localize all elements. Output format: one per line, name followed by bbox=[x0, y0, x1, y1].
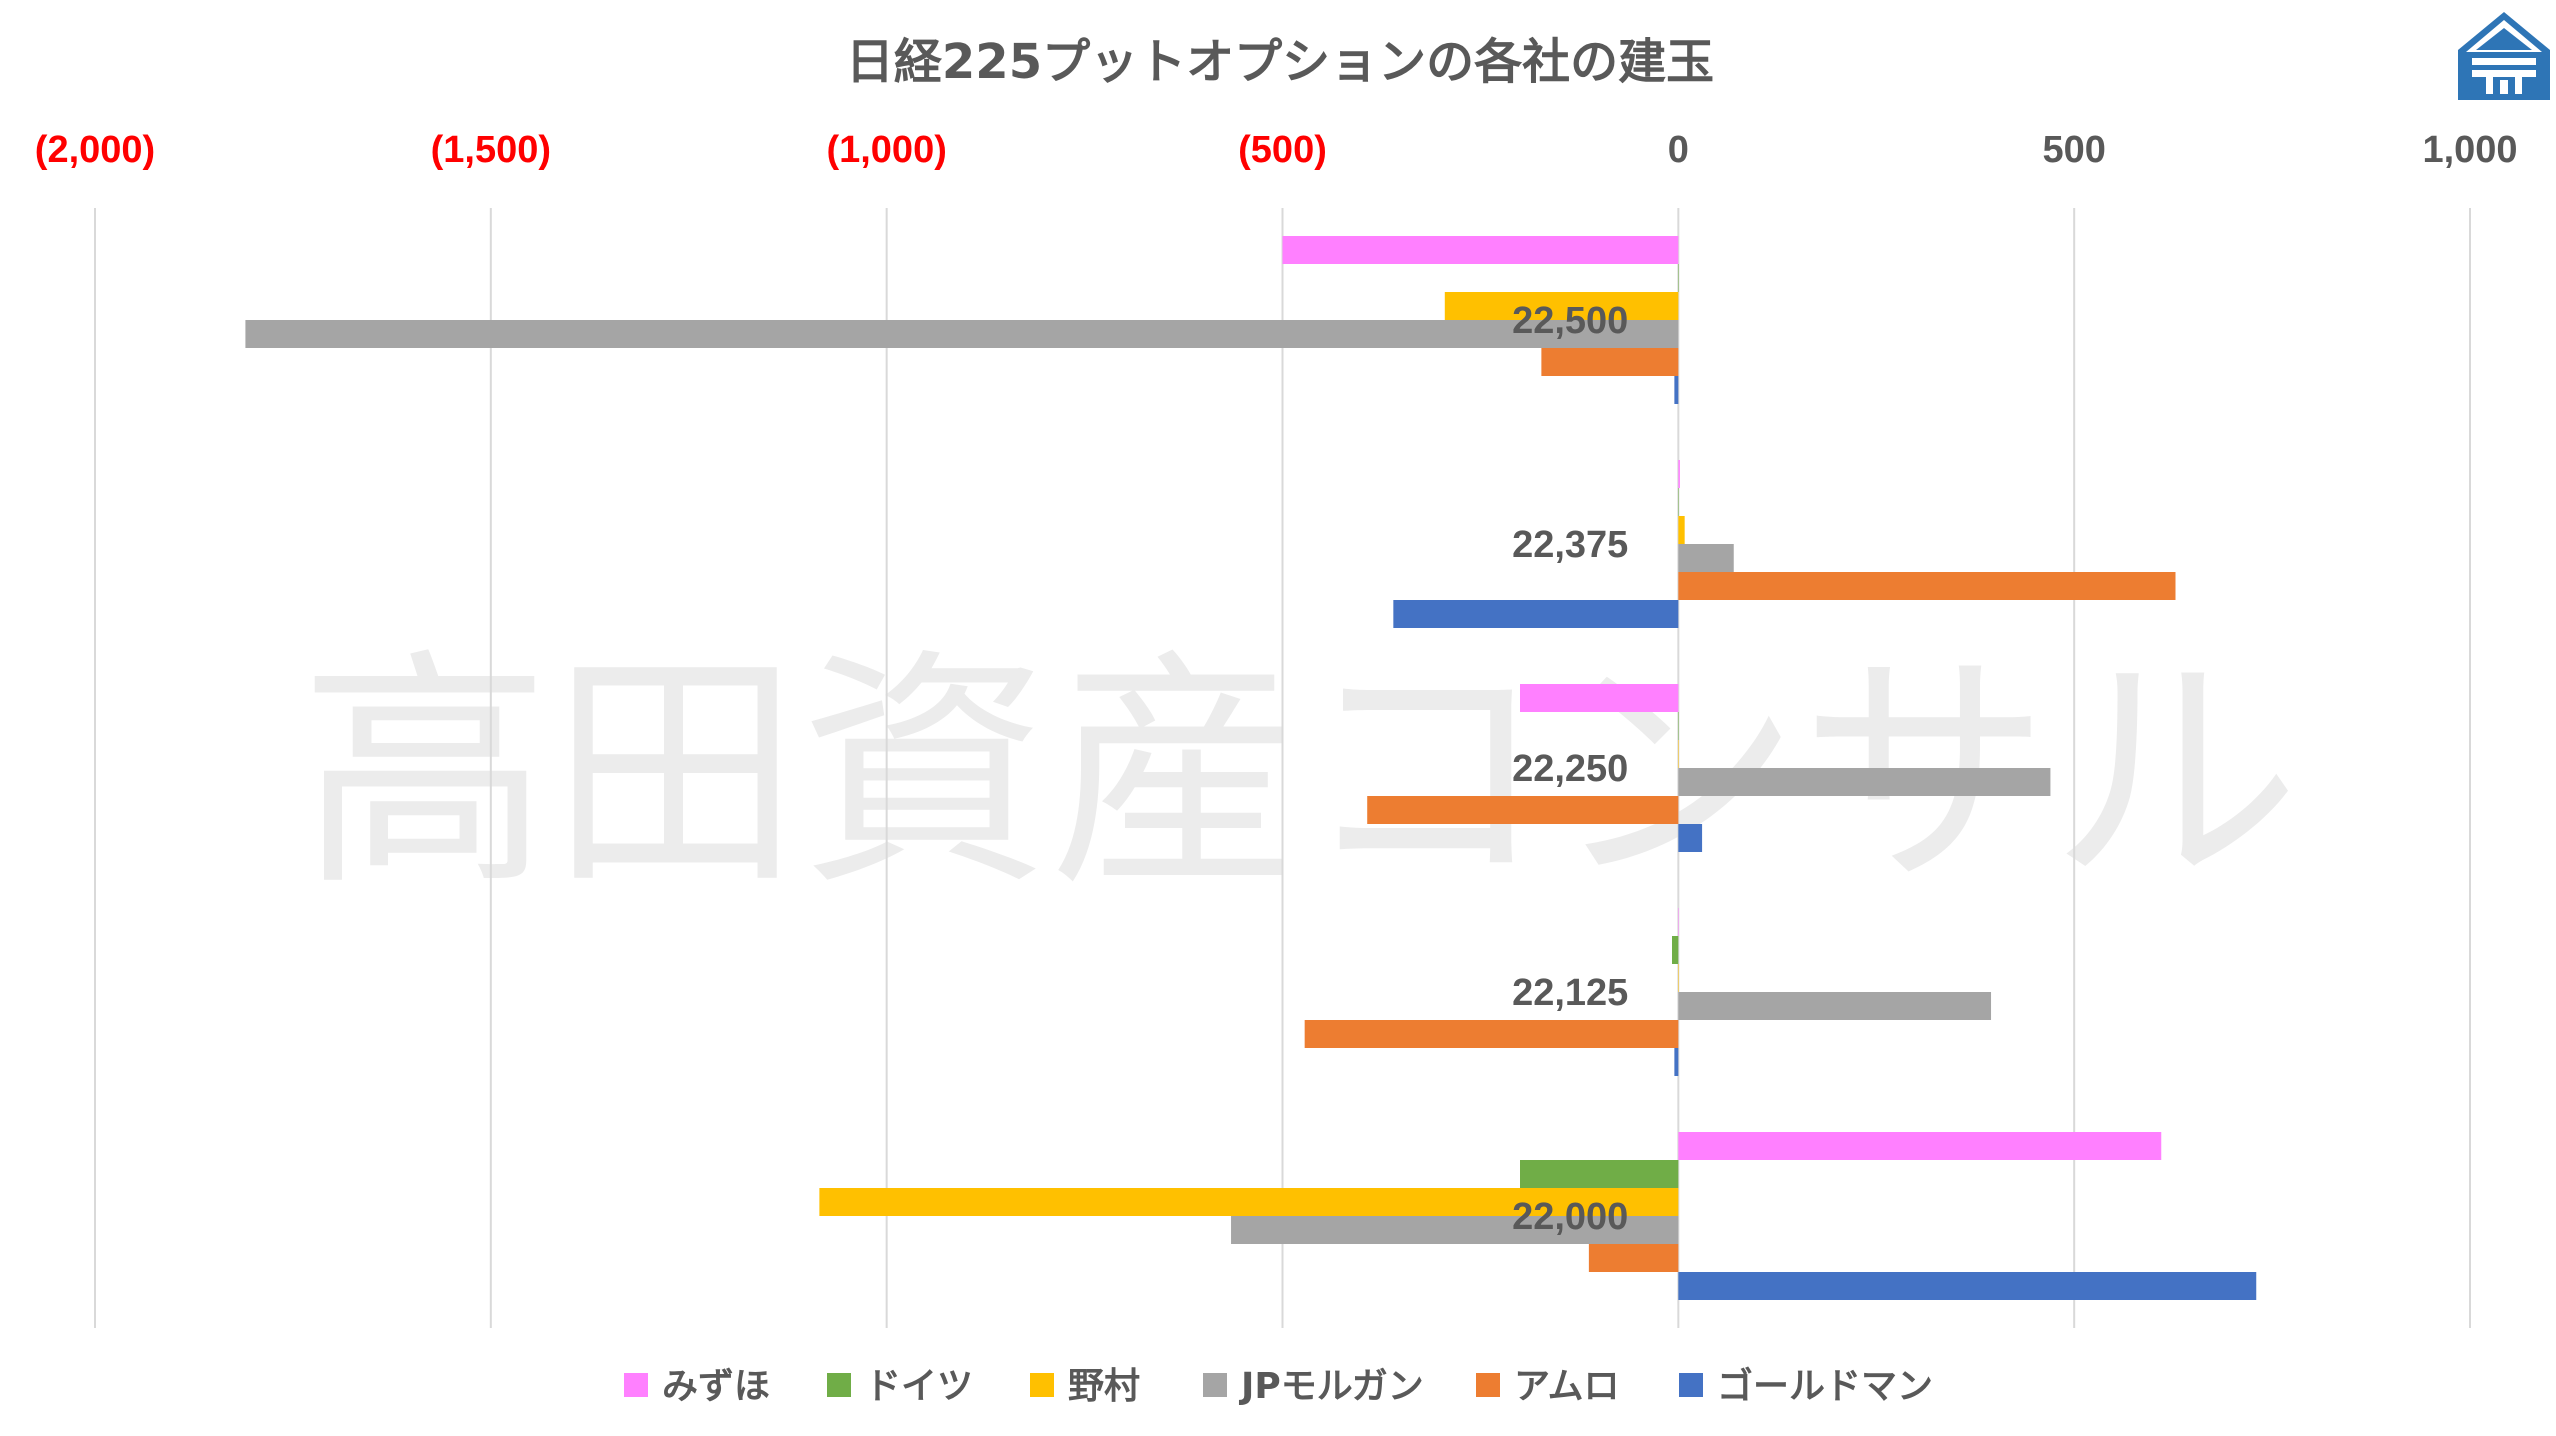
legend-label: ドイツ bbox=[865, 1366, 973, 1407]
bar bbox=[1231, 1216, 1679, 1244]
bar bbox=[1678, 768, 2051, 796]
legend-label: 野村 bbox=[1068, 1366, 1140, 1407]
x-tick-label: (2,000) bbox=[35, 129, 155, 171]
bar bbox=[1678, 572, 2176, 600]
legend: みずほ ドイツ 野村 JPモルガン アムロ ゴールドマン bbox=[624, 1365, 1933, 1407]
x-tick-label: (500) bbox=[1238, 129, 1327, 171]
bar bbox=[1588, 1244, 1679, 1272]
x-tick-label: 0 bbox=[1668, 129, 1689, 171]
category-label: 22,375 bbox=[1512, 524, 1628, 566]
x-tick-label: 500 bbox=[2042, 129, 2105, 171]
legend-label: みずほ bbox=[662, 1366, 770, 1407]
bar bbox=[245, 320, 1679, 348]
category-labels: 22,500 22,375 22,250 22,125 22,000 bbox=[1512, 300, 1628, 1238]
bar bbox=[1674, 1048, 1679, 1076]
category-label: 22,000 bbox=[1512, 1196, 1628, 1238]
bar bbox=[1678, 1132, 2162, 1160]
x-tick-label: (1,000) bbox=[826, 129, 946, 171]
house-logo-icon bbox=[2458, 12, 2550, 100]
bar bbox=[1678, 908, 1679, 936]
x-tick-label: 1,000 bbox=[2422, 129, 2517, 171]
legend-label: アムロ bbox=[1514, 1366, 1619, 1407]
bar bbox=[1304, 1020, 1679, 1048]
category-label: 22,500 bbox=[1512, 300, 1628, 342]
bar bbox=[1678, 964, 1679, 992]
bar bbox=[1520, 684, 1679, 712]
legend-label: ゴールドマン bbox=[1717, 1365, 1933, 1407]
bar bbox=[1678, 740, 1679, 768]
bar bbox=[1672, 936, 1679, 964]
bars bbox=[245, 236, 2257, 1300]
chart-title: 日経225プットオプションの各社の建玉 bbox=[846, 34, 1714, 90]
x-axis-ticks: (2,000) (1,500) (1,000) (500) 0 500 1,000 bbox=[35, 129, 2518, 171]
bar bbox=[1678, 516, 1685, 544]
bar bbox=[1367, 796, 1679, 824]
x-tick-label: (1,500) bbox=[431, 129, 551, 171]
bar bbox=[1282, 236, 1679, 264]
bar bbox=[1678, 264, 1679, 292]
bar bbox=[1393, 600, 1679, 628]
legend-swatch bbox=[1476, 1373, 1500, 1397]
bar bbox=[1541, 348, 1679, 376]
bar bbox=[1444, 292, 1679, 320]
bar bbox=[1678, 712, 1679, 740]
legend-swatch bbox=[1203, 1373, 1227, 1397]
bar bbox=[1674, 376, 1679, 404]
legend-label: JPモルガン bbox=[1238, 1366, 1424, 1407]
bar bbox=[1520, 1160, 1679, 1188]
legend-swatch bbox=[1030, 1373, 1054, 1397]
legend-swatch bbox=[624, 1373, 648, 1397]
category-label: 22,125 bbox=[1512, 972, 1628, 1014]
bar bbox=[819, 1188, 1679, 1216]
bar bbox=[1678, 824, 1703, 852]
category-label: 22,250 bbox=[1512, 748, 1628, 790]
legend-swatch bbox=[827, 1373, 851, 1397]
bar bbox=[1678, 1272, 2257, 1300]
bar bbox=[1678, 992, 1992, 1020]
bar bbox=[1678, 488, 1679, 516]
bar bbox=[1678, 544, 1734, 572]
bar bbox=[1678, 460, 1680, 488]
legend-swatch bbox=[1679, 1373, 1703, 1397]
